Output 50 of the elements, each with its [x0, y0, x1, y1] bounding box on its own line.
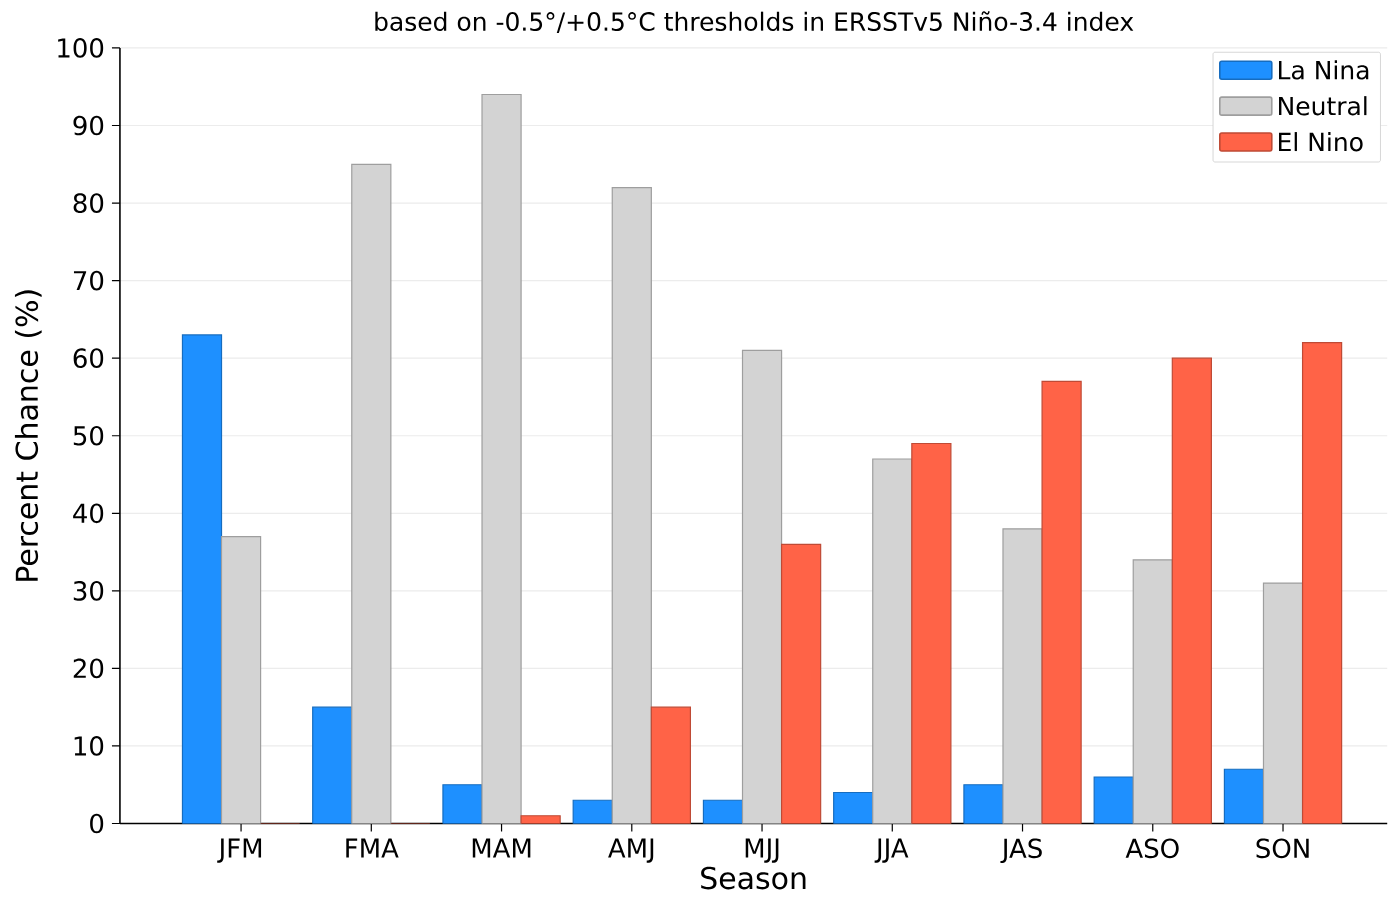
bar: [833, 791, 874, 824]
x-axis-title: Season: [701, 866, 806, 890]
x-tick-label: MAM: [472, 838, 531, 858]
bar: [702, 799, 744, 824]
bar: [1132, 558, 1173, 824]
y-tick-label: 50: [73, 425, 104, 446]
bar: [1301, 341, 1343, 824]
x-tick-label: ASO: [1125, 838, 1179, 858]
x-tick-label: AMJ: [608, 838, 654, 863]
x-tick-label: JJA: [874, 838, 909, 863]
chart-title: based on -0.5°/+0.5°C thresholds in ERSSTv5 Niño-3.4 index: [375, 11, 1134, 33]
bar: [741, 349, 783, 824]
bar: [312, 706, 353, 824]
legend-label: Neutral: [1279, 95, 1367, 116]
bar: [1093, 776, 1134, 824]
y-tick-label: 40: [73, 503, 104, 523]
bar: [181, 334, 223, 824]
bar: [220, 535, 262, 824]
x-tick-label: MJJ: [745, 838, 779, 863]
bar: [572, 799, 613, 824]
y-tick-label: 80: [73, 193, 104, 213]
y-tick-label: 100: [58, 37, 104, 58]
legend-label: El Nino: [1279, 131, 1363, 152]
bar: [650, 706, 692, 824]
x-tick-label: FMA: [346, 838, 399, 858]
x-tick-label: JAS: [1000, 838, 1042, 863]
bar: [911, 442, 952, 824]
bar: [1262, 582, 1304, 824]
y-tick-label: 30: [73, 580, 104, 601]
bar: [1041, 380, 1082, 824]
y-tick-label: 10: [74, 735, 104, 756]
y-tick-label: 20: [73, 658, 104, 678]
x-tick-label: SON: [1256, 838, 1309, 858]
bar: [780, 543, 822, 824]
y-tick-label: 90: [73, 115, 104, 136]
y-tick-label: 60: [73, 348, 104, 368]
legend-label: La Nina: [1279, 59, 1369, 80]
y-tick-label: 0: [90, 813, 104, 834]
bar: [481, 93, 522, 824]
bar: [1223, 768, 1265, 824]
bar: [442, 783, 483, 824]
y-axis-title: Percent Chance (%): [14, 290, 42, 581]
bar: [963, 783, 1004, 824]
bar: [611, 186, 652, 824]
bar: [351, 163, 392, 824]
bar: [872, 458, 913, 824]
bar: [1171, 357, 1212, 824]
bar: [1002, 527, 1043, 824]
x-tick-label: JFM: [217, 838, 262, 863]
y-tick-label: 70: [73, 270, 104, 291]
